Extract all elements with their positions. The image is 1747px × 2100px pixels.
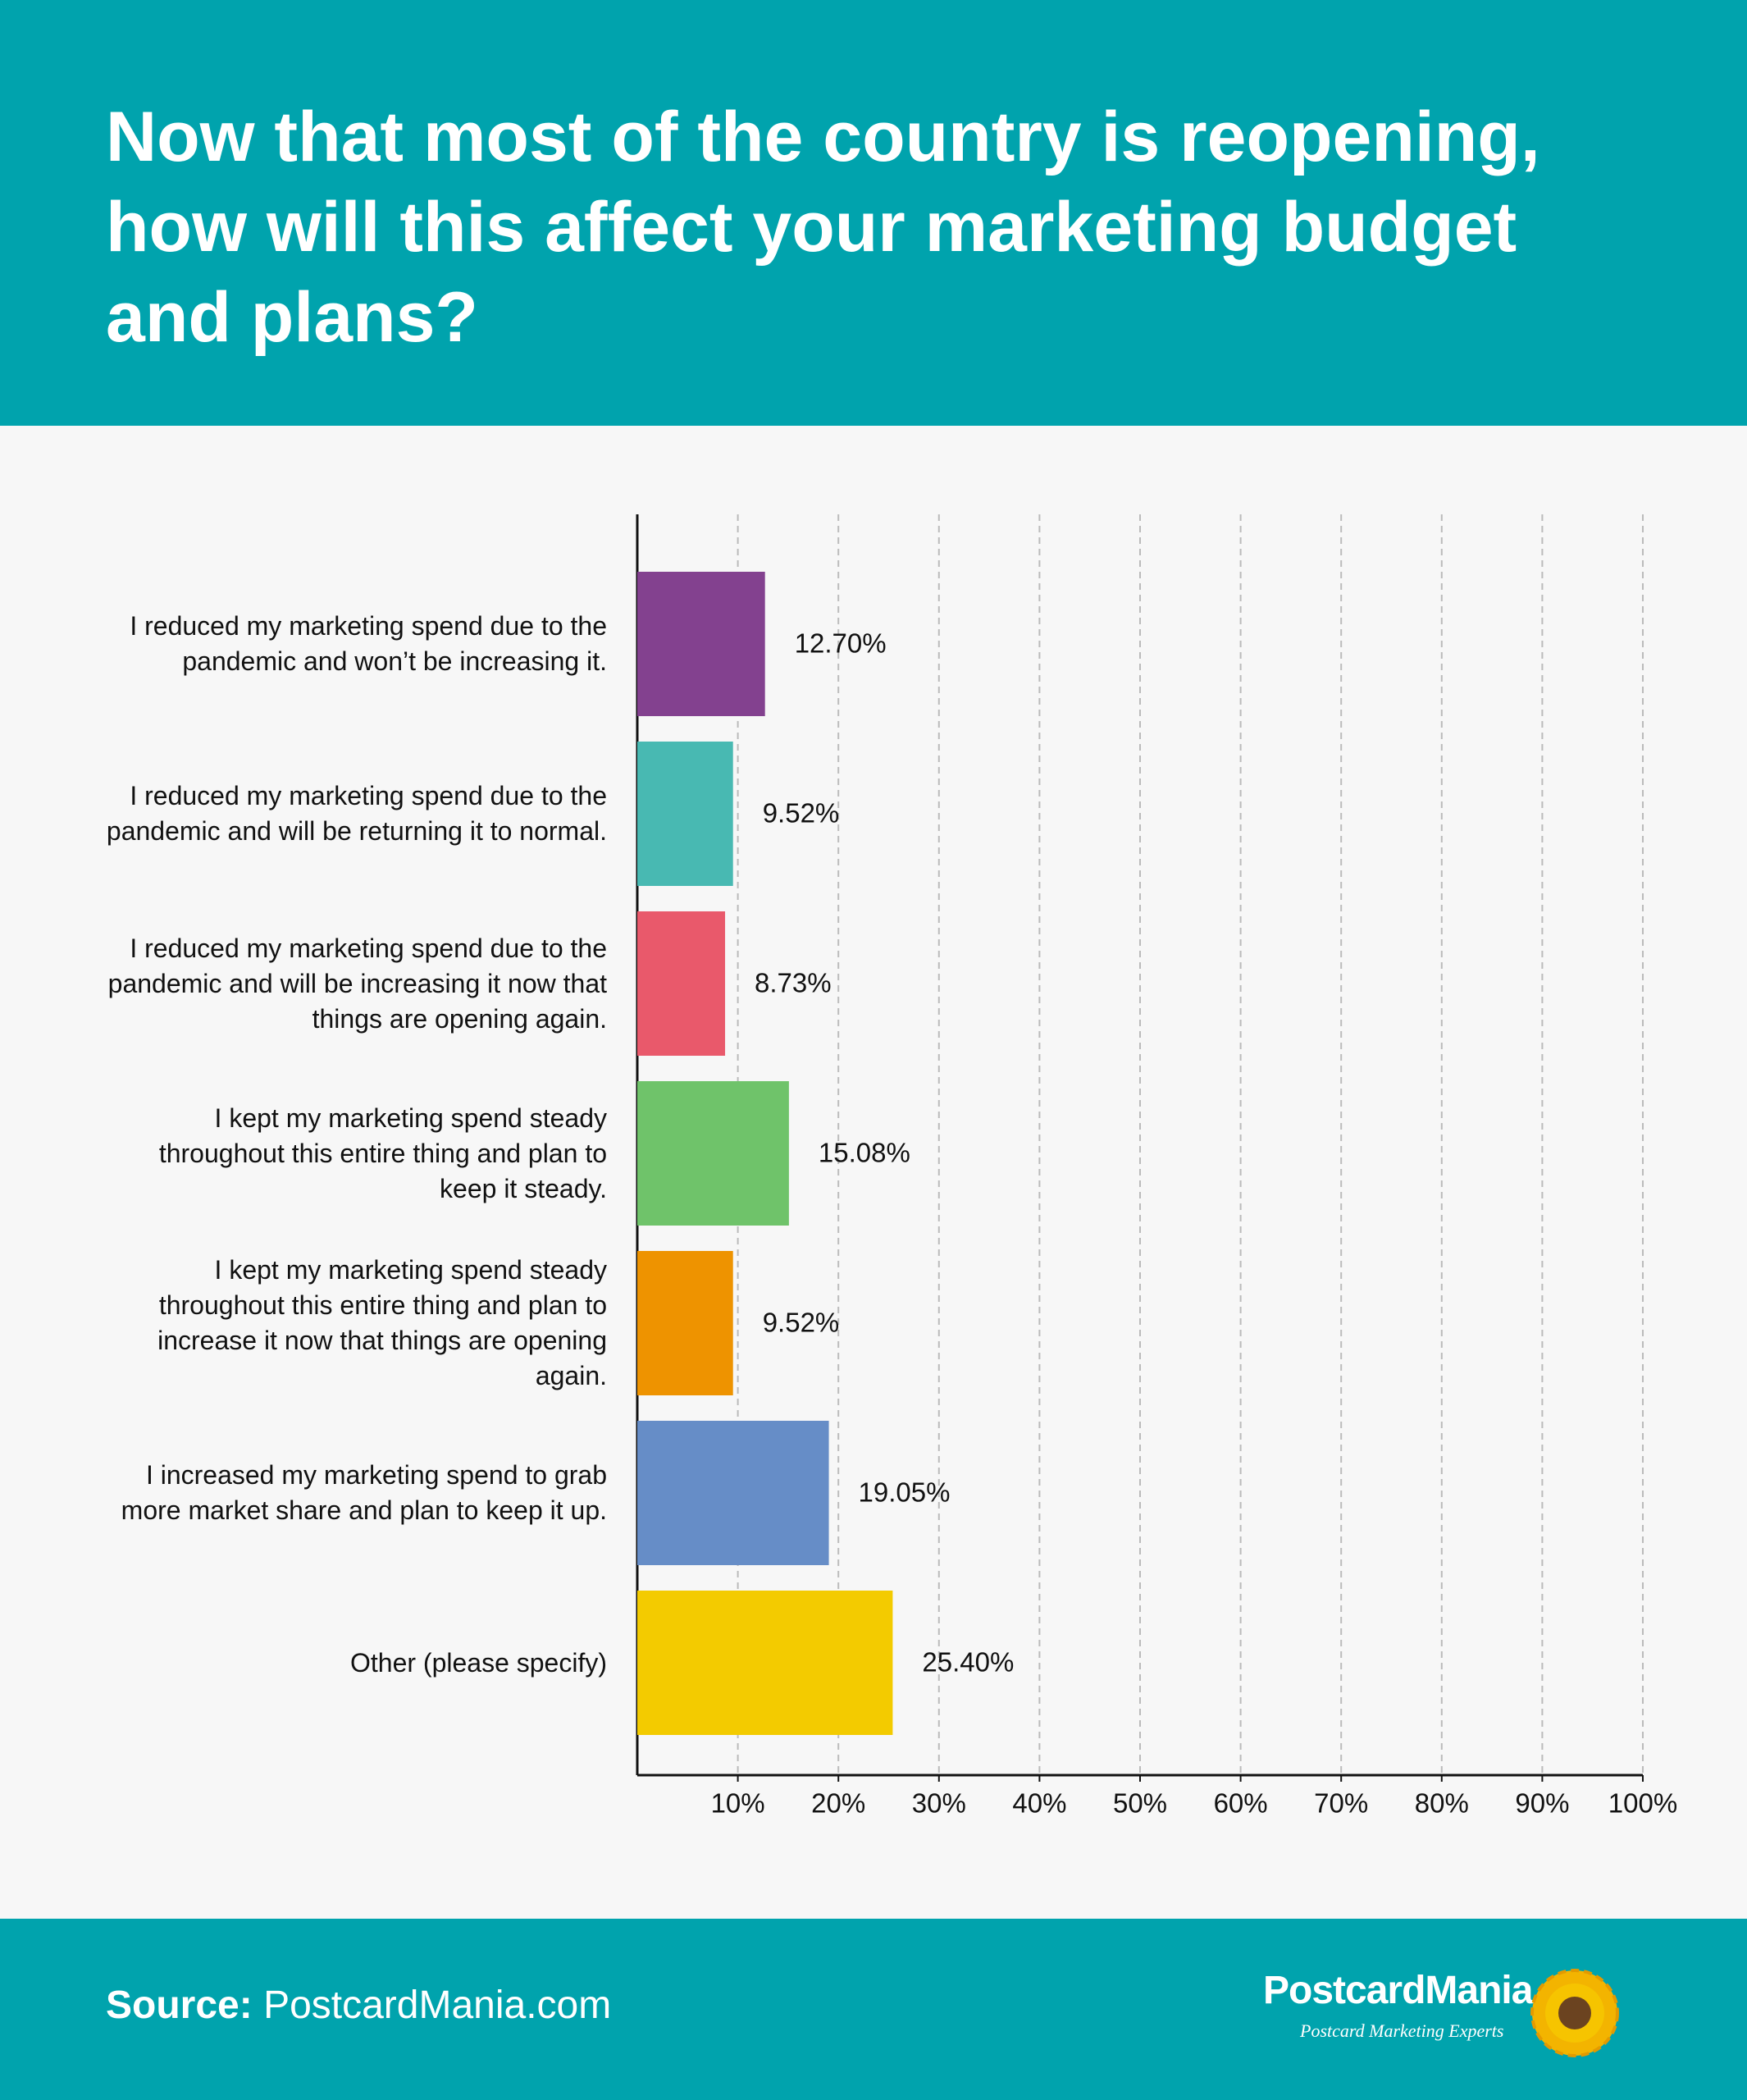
category-label: I reduced my marketing spend due to the … (106, 781, 607, 846)
category-label: I reduced my marketing spend due to the … (107, 933, 607, 1034)
x-tick-label: 80% (1415, 1788, 1469, 1819)
source-label: Source: (106, 1984, 253, 2027)
bar (637, 572, 765, 716)
bar (637, 1081, 789, 1226)
category-label: I kept my marketing spend steady through… (157, 1255, 607, 1390)
category-label: I reduced my marketing spend due to the … (130, 611, 607, 676)
value-label: 25.40% (922, 1647, 1014, 1678)
source: Source: PostcardMania.com (106, 1983, 611, 2028)
x-tick-label: 50% (1113, 1788, 1167, 1819)
x-tick-label: 90% (1515, 1788, 1569, 1819)
x-tick-label: 20% (811, 1788, 865, 1819)
bar (637, 1251, 733, 1395)
header: Now that most of the country is reopenin… (0, 0, 1747, 426)
bar (637, 742, 733, 886)
x-tick-label: 100% (1608, 1788, 1677, 1819)
x-tick-label: 40% (1012, 1788, 1066, 1819)
value-label: 8.73% (755, 968, 832, 998)
bar (637, 1421, 829, 1565)
bar (637, 911, 726, 1056)
value-label: 19.05% (859, 1477, 951, 1508)
source-text: PostcardMania.com (263, 1984, 612, 2027)
x-tick-label: 10% (711, 1788, 765, 1819)
tagline: Postcard Marketing Experts (1300, 2020, 1504, 2041)
logo: PostcardMania (1263, 1969, 1533, 2012)
value-label: 15.08% (819, 1138, 910, 1168)
bar (637, 1591, 893, 1735)
value-label: 12.70% (795, 628, 887, 659)
chart-title: Now that most of the country is reopenin… (106, 98, 1540, 357)
category-label: I kept my marketing spend steady through… (158, 1102, 607, 1203)
value-label: 9.52% (763, 798, 840, 829)
footer: Source: PostcardMania.com PostcardMania … (0, 1919, 1747, 2100)
category-label: Other (please specify) (349, 1647, 607, 1678)
x-tick-label: 70% (1314, 1788, 1368, 1819)
x-tick-label: 60% (1214, 1788, 1268, 1819)
category-label: I increased my marketing spend to grab m… (121, 1460, 607, 1525)
sunflower (1530, 1969, 1619, 2057)
value-label: 9.52% (763, 1308, 840, 1338)
x-tick-label: 30% (912, 1788, 966, 1819)
